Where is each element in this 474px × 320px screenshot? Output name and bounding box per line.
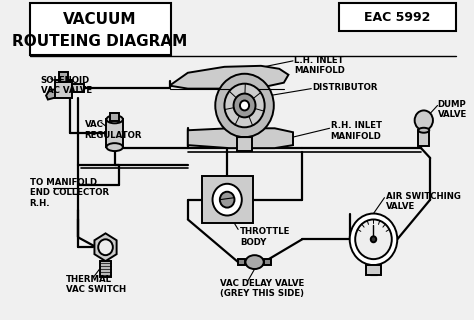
Circle shape (220, 192, 235, 208)
Bar (339, 4, 456, 31)
Bar (29, 4, 172, 55)
Circle shape (350, 213, 397, 265)
Bar (59, 72, 68, 82)
Bar (366, 265, 381, 275)
Text: ROUTEING DIAGRAM: ROUTEING DIAGRAM (12, 34, 188, 49)
Polygon shape (46, 90, 55, 100)
Bar (72, 84, 84, 92)
Bar (201, 176, 253, 223)
Bar (107, 119, 123, 147)
Ellipse shape (246, 255, 264, 269)
Circle shape (98, 239, 113, 255)
Polygon shape (188, 128, 293, 148)
Text: DISTRIBUTOR: DISTRIBUTOR (312, 83, 378, 92)
Text: SOLENOID
VAC VALVE: SOLENOID VAC VALVE (41, 76, 91, 95)
Bar (100, 261, 111, 277)
Text: L.H. INLET
MANIFOLD: L.H. INLET MANIFOLD (294, 56, 345, 75)
Ellipse shape (418, 128, 429, 133)
Bar (418, 130, 429, 146)
Circle shape (212, 184, 242, 215)
Text: DUMP
VALVE: DUMP VALVE (438, 100, 467, 119)
Text: AIR SWITCHING
VALVE: AIR SWITCHING VALVE (386, 192, 461, 211)
Polygon shape (94, 233, 117, 261)
Bar (238, 259, 246, 265)
Text: THERMAL
VAC SWITCH: THERMAL VAC SWITCH (66, 275, 127, 294)
Text: VACUUM: VACUUM (64, 12, 137, 27)
Bar (55, 80, 72, 98)
Polygon shape (170, 66, 289, 89)
Circle shape (234, 93, 255, 117)
Circle shape (224, 84, 264, 127)
Bar (264, 259, 271, 265)
Ellipse shape (107, 116, 123, 123)
Circle shape (215, 74, 274, 137)
Text: R.H. INLET
MANIFOLD: R.H. INLET MANIFOLD (330, 121, 382, 141)
Bar (110, 113, 119, 121)
Text: TO MANIFOLD
END COLLECTOR
R.H.: TO MANIFOLD END COLLECTOR R.H. (29, 178, 109, 208)
Circle shape (415, 110, 433, 130)
Text: THROTTLE
BODY: THROTTLE BODY (240, 228, 291, 247)
Circle shape (240, 100, 249, 110)
Circle shape (371, 236, 376, 242)
Text: VAC DELAY VALVE
(GREY THIS SIDE): VAC DELAY VALVE (GREY THIS SIDE) (220, 279, 304, 298)
Ellipse shape (107, 143, 123, 151)
Bar (237, 137, 252, 151)
Circle shape (355, 220, 392, 259)
Text: VAC
REGULATOR: VAC REGULATOR (84, 120, 142, 140)
Text: EAC 5992: EAC 5992 (364, 11, 430, 24)
